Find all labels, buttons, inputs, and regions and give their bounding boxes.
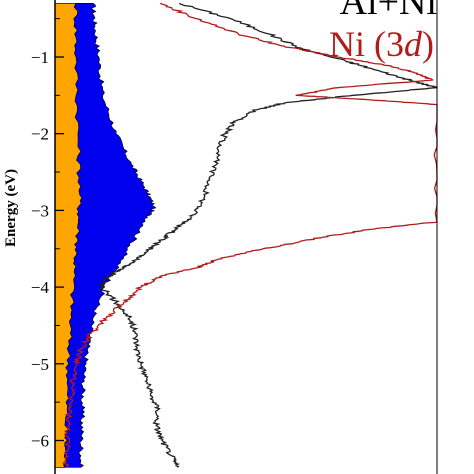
y-ticks: −1 −2 −3 −4 −5 −6 bbox=[31, 18, 64, 451]
y-axis-label: Energy (eV) bbox=[3, 169, 19, 247]
legend-entry-al-ni: Al+Ni bbox=[340, 0, 437, 23]
line-dos-layer bbox=[62, 2, 438, 468]
series-ni-3d-line bbox=[62, 2, 438, 468]
y-tick-label: −6 bbox=[31, 432, 49, 451]
y-tick-label: −5 bbox=[31, 355, 49, 374]
y-tick-label: −2 bbox=[31, 125, 49, 144]
series-al-ni-line bbox=[99, 2, 438, 468]
series-al-area bbox=[54, 2, 83, 468]
legend-entry-ni-3d: Ni (3d) bbox=[329, 24, 434, 64]
y-tick-label: −3 bbox=[31, 201, 49, 220]
y-tick-label: −1 bbox=[31, 48, 49, 67]
y-tick-label: −4 bbox=[31, 278, 50, 297]
